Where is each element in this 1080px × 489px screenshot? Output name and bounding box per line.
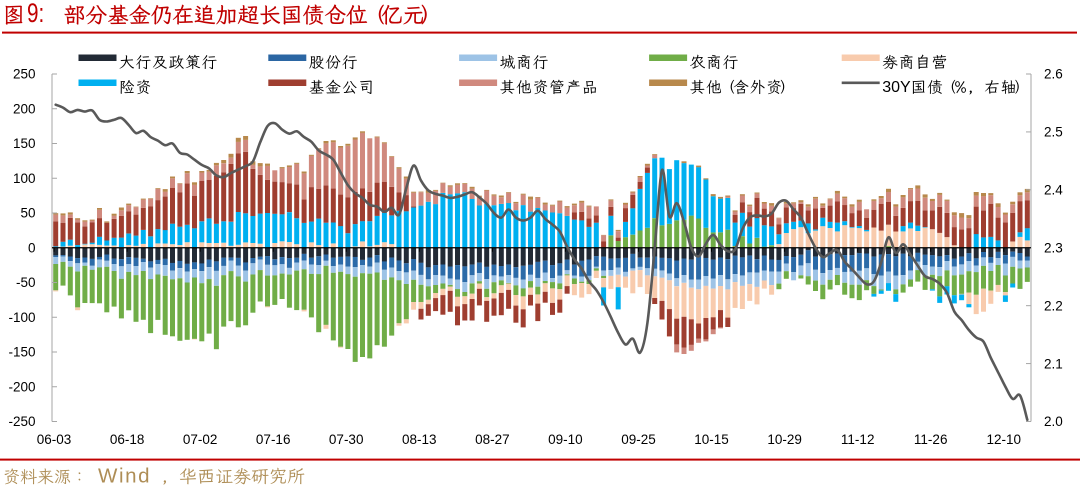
svg-text:9:: 9: xyxy=(27,0,44,29)
svg-text:-250: -250 xyxy=(8,414,35,429)
svg-text:Wind: Wind xyxy=(98,464,151,487)
svg-text:2.4: 2.4 xyxy=(1044,183,1063,198)
svg-text:09-10: 09-10 xyxy=(548,432,583,447)
svg-text:250: 250 xyxy=(13,67,36,82)
svg-text:08-13: 08-13 xyxy=(402,432,437,447)
svg-text:2.6: 2.6 xyxy=(1044,67,1063,82)
svg-text:07-02: 07-02 xyxy=(183,432,218,447)
svg-text:07-30: 07-30 xyxy=(329,432,364,447)
svg-text:150: 150 xyxy=(13,136,36,151)
svg-text:2.5: 2.5 xyxy=(1044,125,1063,140)
svg-text:2.0: 2.0 xyxy=(1044,414,1063,429)
svg-text:-100: -100 xyxy=(8,310,35,325)
svg-text:-50: -50 xyxy=(16,275,36,290)
svg-text:2.3: 2.3 xyxy=(1044,240,1063,255)
svg-text:06-18: 06-18 xyxy=(110,432,145,447)
svg-text:50: 50 xyxy=(20,206,35,221)
svg-text:08-27: 08-27 xyxy=(475,432,510,447)
svg-text:-150: -150 xyxy=(8,345,35,360)
svg-text:0: 0 xyxy=(28,240,36,255)
svg-text:10-29: 10-29 xyxy=(767,432,802,447)
svg-text:200: 200 xyxy=(13,102,36,117)
svg-text:10-15: 10-15 xyxy=(694,432,729,447)
svg-text:-200: -200 xyxy=(8,379,35,394)
svg-text:11-12: 11-12 xyxy=(841,432,875,447)
svg-text:11-26: 11-26 xyxy=(914,432,948,447)
svg-text:30Y: 30Y xyxy=(882,79,911,96)
svg-text:06-03: 06-03 xyxy=(37,432,72,447)
svg-text:2.2: 2.2 xyxy=(1044,298,1063,313)
svg-text:2.1: 2.1 xyxy=(1044,356,1063,371)
svg-text:100: 100 xyxy=(13,171,36,186)
svg-text:12-10: 12-10 xyxy=(987,432,1022,447)
svg-text:07-16: 07-16 xyxy=(256,432,291,447)
svg-text:09-25: 09-25 xyxy=(621,432,656,447)
